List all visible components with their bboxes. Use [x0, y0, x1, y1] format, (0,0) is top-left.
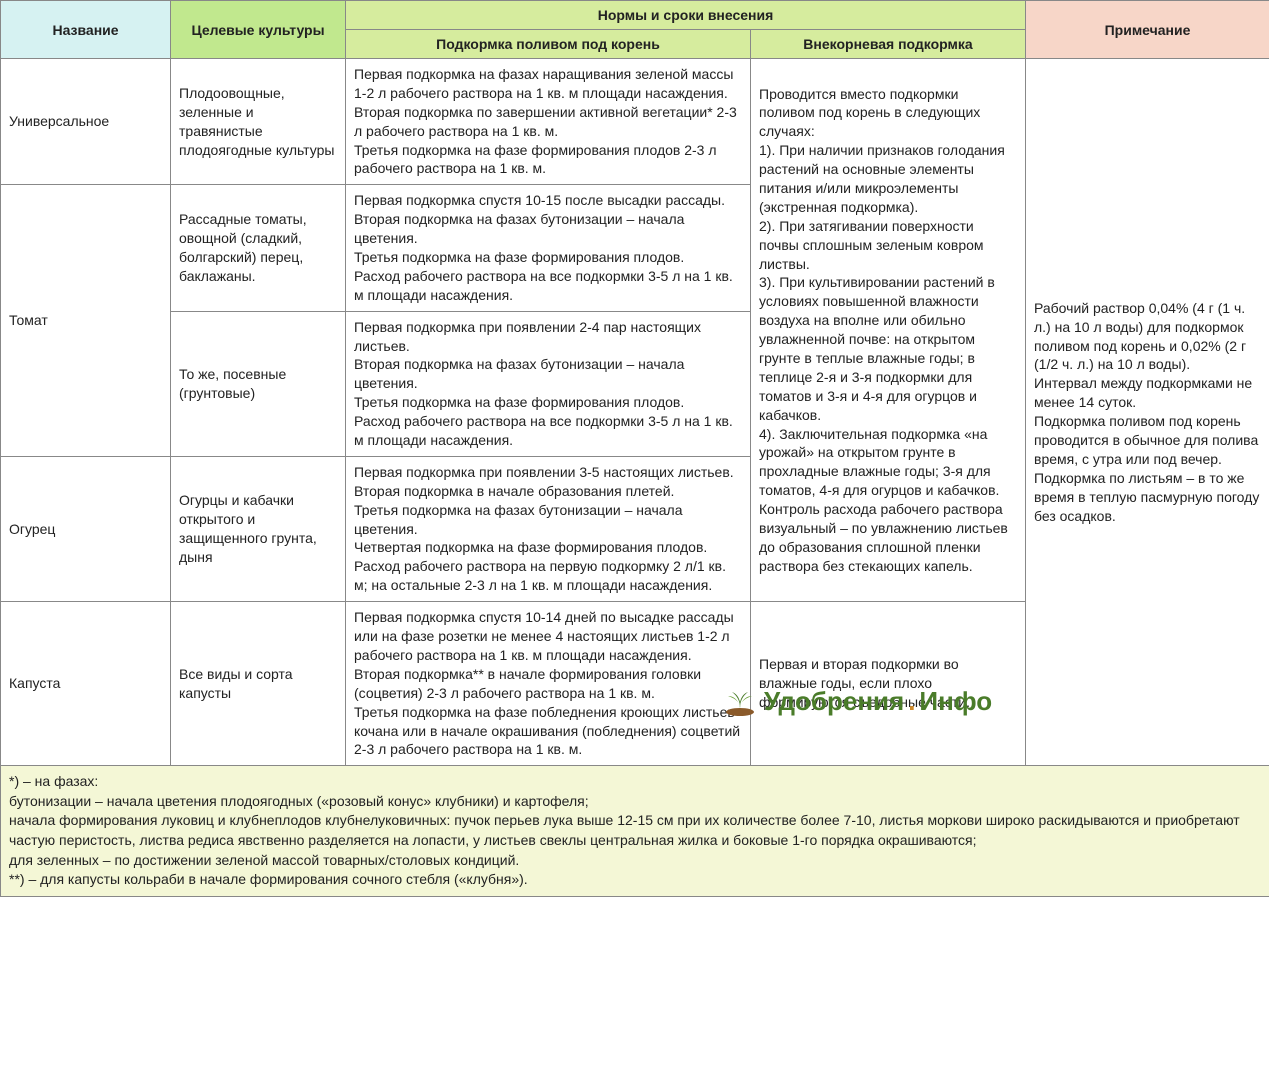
header-note: Примечание	[1026, 1, 1269, 59]
cell-name: Капуста	[1, 602, 171, 766]
header-foliar: Внекорневая подкормка	[751, 30, 1026, 59]
cell-root: Первая подкормка при появлении 3-5 насто…	[346, 456, 751, 601]
cell-target: То же, посевные (грунтовые)	[171, 311, 346, 456]
header-norms: Нормы и сроки внесения	[346, 1, 1026, 30]
table-row: Универсальное Плодоовощные, зеленные и т…	[1, 59, 1269, 185]
cell-name: Томат	[1, 185, 171, 457]
cell-foliar: Первая и вторая подкормки во влажные год…	[751, 602, 1026, 766]
header-row-1: Название Целевые культуры Нормы и сроки …	[1, 1, 1269, 30]
header-root: Подкормка поливом под корень	[346, 30, 751, 59]
footnote-cell: *) – на фазах:бутонизации – начала цвете…	[1, 766, 1269, 897]
table-container: Название Целевые культуры Нормы и сроки …	[0, 0, 1269, 897]
header-name: Название	[1, 1, 171, 59]
cell-name: Универсальное	[1, 59, 171, 185]
cell-target: Огурцы и кабачки открытого и защищенного…	[171, 456, 346, 601]
footnote-row: *) – на фазах:бутонизации – начала цвете…	[1, 766, 1269, 897]
cell-target: Рассадные томаты, овощной (сладкий, болг…	[171, 185, 346, 311]
cell-name: Огурец	[1, 456, 171, 601]
cell-root: Первая подкормка при появлении 2-4 пар н…	[346, 311, 751, 456]
header-target: Целевые культуры	[171, 1, 346, 59]
cell-root: Первая подкормка спустя 10-14 дней по вы…	[346, 602, 751, 766]
cell-note-merged: Рабочий раствор 0,04% (4 г (1 ч. л.) на …	[1026, 59, 1269, 766]
fertilizer-table: Название Целевые культуры Нормы и сроки …	[0, 0, 1269, 897]
cell-foliar-merged: Проводится вместо подкормки поливом под …	[751, 59, 1026, 602]
cell-target: Плодоовощные, зеленные и травянистые пло…	[171, 59, 346, 185]
cell-root: Первая подкормка на фазах наращивания зе…	[346, 59, 751, 185]
cell-root: Первая подкормка спустя 10-15 после выса…	[346, 185, 751, 311]
cell-target: Все виды и сорта капусты	[171, 602, 346, 766]
